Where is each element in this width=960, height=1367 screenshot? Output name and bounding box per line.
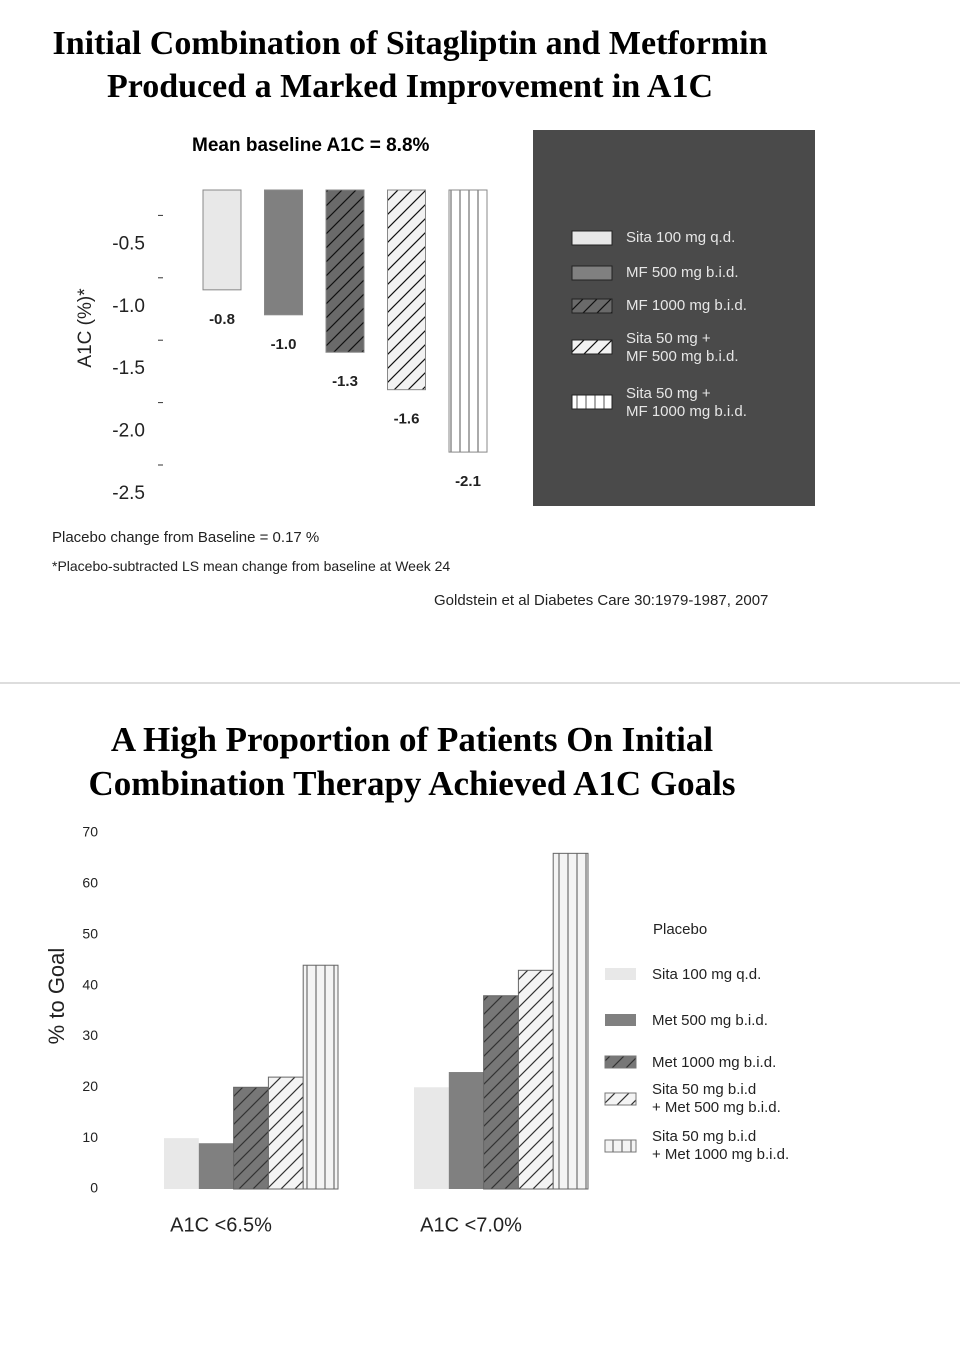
bar [325, 189, 365, 353]
legend-swatch [604, 1055, 637, 1069]
legend-label: Sita 50 mg + MF 1000 mg b.i.d. [626, 385, 747, 420]
y-tick-label: -1.0 [112, 296, 145, 317]
y-tick-label: 70 [82, 824, 98, 840]
y-tick-label: 0 [90, 1180, 98, 1196]
legend-title: Placebo [653, 921, 708, 938]
legend-label: Sita 100 mg q.d. [626, 229, 736, 246]
bar [552, 852, 589, 1190]
y-tick-label: -0.5 [112, 233, 145, 254]
chart-title: A High Proportion of Patients On Initial… [88, 720, 736, 803]
y-tick-label: 60 [82, 875, 98, 891]
legend-swatch [605, 1014, 636, 1026]
bar [302, 964, 339, 1190]
y-tick-label: 40 [82, 976, 98, 992]
legend-label: Sita 100 mg q.d. [652, 966, 762, 983]
footnote: *Placebo-subtracted LS mean change from … [52, 558, 451, 574]
y-tick-label: 20 [82, 1078, 98, 1094]
bar [267, 1076, 304, 1190]
y-tick-label: -2.0 [112, 421, 145, 442]
bar [517, 969, 554, 1190]
legend-label: Sita 50 mg b.i.d + Met 1000 mg b.i.d. [652, 1128, 790, 1163]
bar [414, 1087, 449, 1189]
chart-subtitle: Mean baseline A1C = 8.8% [192, 135, 430, 156]
y-tick-label: 30 [82, 1027, 98, 1043]
bar [264, 189, 303, 316]
legend-swatch [571, 265, 613, 281]
bar [483, 995, 519, 1190]
legend-label: MF 1000 mg b.i.d. [626, 297, 747, 314]
legend-swatch [571, 230, 613, 246]
bar [448, 1072, 484, 1189]
value-label: -0.8 [209, 311, 235, 328]
footnote: Placebo change from Baseline = 0.17 % [52, 529, 320, 546]
value-label: -1.6 [394, 411, 420, 428]
y-tick-label: -2.5 [112, 483, 145, 504]
legend-label: Sita 50 mg + MF 500 mg b.i.d. [626, 330, 739, 365]
y-axis-label: % to Goal [44, 948, 69, 1045]
legend-label: Met 1000 mg b.i.d. [652, 1054, 777, 1071]
bar [202, 189, 242, 291]
legend-label: Sita 50 mg b.i.d + Met 500 mg b.i.d. [652, 1081, 781, 1116]
legend-swatch [605, 968, 636, 980]
bar [233, 1086, 269, 1190]
y-tick-label: 50 [82, 925, 98, 941]
legend-swatch [604, 1139, 637, 1153]
x-tick-label: A1C <7.0% [420, 1214, 522, 1236]
y-tick-label: 10 [82, 1129, 98, 1145]
legend-swatch [604, 1092, 637, 1106]
value-label: -1.0 [271, 336, 297, 353]
value-label: -1.3 [332, 373, 358, 390]
bar [448, 189, 488, 453]
y-axis-label: A1C (%)* [75, 288, 96, 368]
legend-box [533, 130, 815, 506]
value-label: -2.1 [455, 473, 481, 490]
bar [198, 1143, 234, 1189]
bar [387, 189, 426, 391]
legend-swatch [571, 394, 613, 410]
chart-title: Initial Combination of Sitagliptin and M… [52, 25, 768, 105]
legend-swatch [571, 339, 613, 355]
x-tick-label: A1C <6.5% [170, 1214, 272, 1236]
bar [164, 1138, 199, 1189]
legend-label: MF 500 mg b.i.d. [626, 264, 739, 281]
legend-label: Met 500 mg b.i.d. [652, 1012, 768, 1029]
legend-swatch [571, 298, 613, 314]
source: Goldstein et al Diabetes Care 30:1979-19… [434, 592, 769, 609]
y-tick-label: -1.5 [112, 358, 145, 379]
